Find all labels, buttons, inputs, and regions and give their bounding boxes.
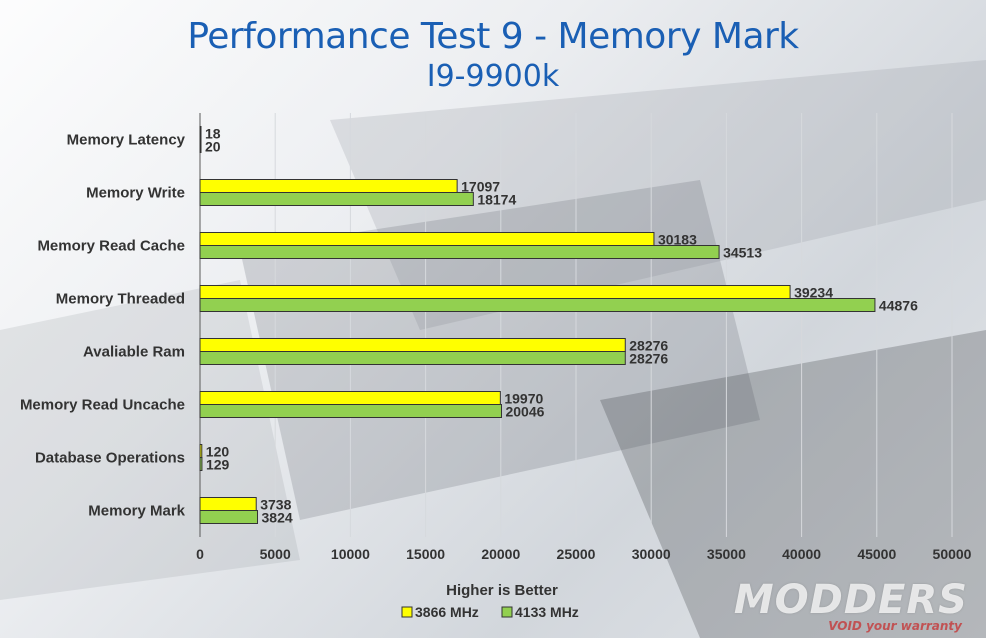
legend: 3866 MHz 4133 MHz: [401, 604, 579, 620]
x-tick-label: 0: [196, 546, 204, 562]
data-label: 20: [205, 139, 221, 155]
x-tick-label: 30000: [632, 546, 671, 562]
bar: [199, 444, 203, 458]
x-tick-label: 35000: [707, 546, 746, 562]
bar: [199, 232, 655, 246]
data-label: 120: [206, 444, 230, 460]
data-label: 39234: [794, 285, 833, 301]
x-tick-label: 15000: [406, 546, 445, 562]
x-tick-label: 20000: [481, 546, 520, 562]
category-label: Memory Write: [86, 185, 185, 202]
bars: [199, 126, 876, 524]
data-label: 44876: [879, 298, 918, 314]
data-label: 19970: [504, 391, 543, 407]
data-label: 3738: [260, 497, 291, 513]
x-tick-label: 40000: [782, 546, 821, 562]
category-label: Avaliable Ram: [83, 344, 185, 361]
x-tick-label: 45000: [857, 546, 896, 562]
legend-swatch: [401, 606, 413, 618]
bar: [199, 404, 502, 418]
data-label: 34513: [723, 245, 762, 261]
x-tick-label: 50000: [933, 546, 972, 562]
category-label: Memory Mark: [88, 503, 185, 520]
category-label: Memory Read Cache: [37, 238, 185, 255]
x-tick-label: 10000: [331, 546, 370, 562]
data-label: 28276: [629, 338, 668, 354]
bar: [199, 179, 458, 193]
bar: [199, 285, 791, 299]
gridlines: [274, 113, 953, 537]
data-label: 30183: [658, 232, 697, 248]
data-label: 20046: [505, 404, 544, 420]
legend-entry: 4133 MHz: [515, 604, 579, 620]
data-label: 17097: [461, 179, 500, 195]
bar: [199, 510, 259, 524]
legend-swatch: [501, 606, 513, 618]
bar: [199, 351, 626, 365]
chart-title: Performance Test 9 - Memory Mark: [187, 16, 799, 57]
bar: [199, 126, 202, 140]
bar: [199, 338, 626, 352]
chart-subtitle: I9-9900k: [427, 59, 560, 94]
x-tick-label: 5000: [260, 546, 291, 562]
x-tick-label: 25000: [557, 546, 596, 562]
bar: [199, 457, 203, 471]
x-axis-title: Higher is Better: [446, 582, 558, 599]
data-label: 28276: [629, 351, 668, 367]
data-label: 18: [205, 126, 221, 142]
category-label: Database Operations: [35, 450, 185, 467]
data-label: 3824: [262, 510, 293, 526]
bar: [199, 391, 501, 405]
bar: [199, 298, 876, 312]
data-label: 18174: [477, 192, 516, 208]
bar: [199, 192, 474, 206]
watermark-logo: MODDERS VOID your warranty: [733, 577, 968, 633]
data-label: 129: [206, 457, 230, 473]
bar: [199, 139, 202, 153]
category-label: Memory Threaded: [56, 291, 185, 308]
labels: 0 5000 10000 15000 20000 25000 30000 35000 40000…: [20, 126, 972, 563]
legend-entry: 3866 MHz: [415, 604, 479, 620]
bar: [199, 245, 720, 259]
category-label: Memory Read Uncache: [20, 397, 185, 414]
bar: [199, 497, 257, 511]
category-label: Memory Latency: [67, 132, 186, 149]
